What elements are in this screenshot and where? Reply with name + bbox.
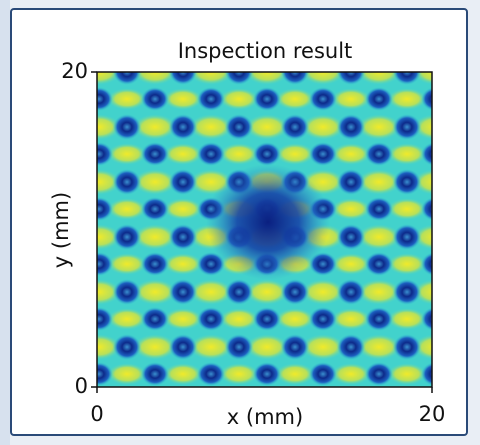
plot-frame <box>96 71 433 388</box>
x-tick-label: 0 <box>90 402 103 426</box>
y-tick-label: 0 <box>75 374 88 398</box>
heatmap-image <box>97 72 432 387</box>
x-axis-label: x (mm) <box>227 405 303 429</box>
x-tick-label: 20 <box>419 402 446 426</box>
chart-title: Inspection result <box>178 39 353 63</box>
y-axis-label: y (mm) <box>49 192 73 268</box>
panel-edge <box>0 0 10 445</box>
y-tick-label: 20 <box>61 59 88 83</box>
